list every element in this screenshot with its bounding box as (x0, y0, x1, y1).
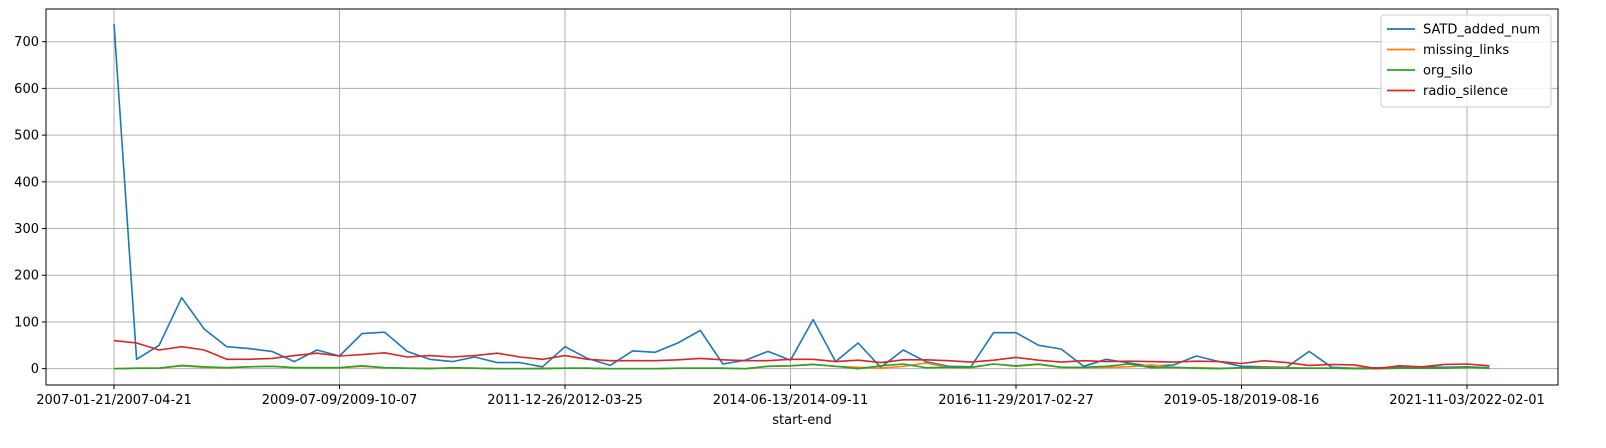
series-line-radio_silence (113, 339, 1490, 370)
legend-label: missing_links (1423, 43, 1509, 58)
x-tick-label: 2019-05-18/2019-08-16 (1164, 393, 1319, 408)
legend-items: SATD_added_num missing_links org_siloradio… (1387, 23, 1540, 99)
x-tick-label: 2021-11-03/2022-02-01 (1389, 393, 1544, 408)
y-tick-label: 500 (14, 129, 39, 144)
y-tick-label: 600 (14, 82, 39, 97)
legend: SATD_added_num missing_links org_siloradio… (1380, 14, 1552, 108)
y-tick-label: 700 (14, 35, 39, 50)
x-tick-label: 2007-01-21/2007-04-21 (36, 393, 191, 408)
plot-frame (45, 8, 1559, 386)
x-tick-label: 2016-11-29/2017-02-27 (938, 393, 1093, 408)
legend-label: radio_silence (1423, 84, 1508, 99)
legend-label: SATD_added_num (1423, 23, 1540, 38)
y-tick-label: 0 (31, 362, 39, 377)
grid-lines (46, 9, 1558, 385)
x-tick-label: 2014-06-13/2014-09-11 (713, 393, 868, 408)
series-lines (113, 23, 1490, 370)
legend-label: org_silo (1423, 64, 1473, 79)
x-axis-ticks: 2007-01-21/2007-04-21 2009-07-09/2009-10-… (36, 385, 1545, 408)
y-tick-label: 300 (14, 222, 39, 237)
legend-box (1380, 14, 1552, 108)
y-tick-label: 400 (14, 175, 39, 190)
x-tick-label: 2009-07-09/2009-10-07 (262, 393, 417, 408)
x-tick-label: 2011-12-26/2012-03-25 (487, 393, 642, 408)
y-axis-ticks: 0 100 200 300 400 500 600 700 (14, 35, 46, 377)
y-tick-label: 100 (14, 315, 39, 330)
x-axis-label: start-end (772, 413, 831, 428)
y-tick-label: 200 (14, 269, 39, 284)
series-line-org_silo (113, 363, 1490, 370)
